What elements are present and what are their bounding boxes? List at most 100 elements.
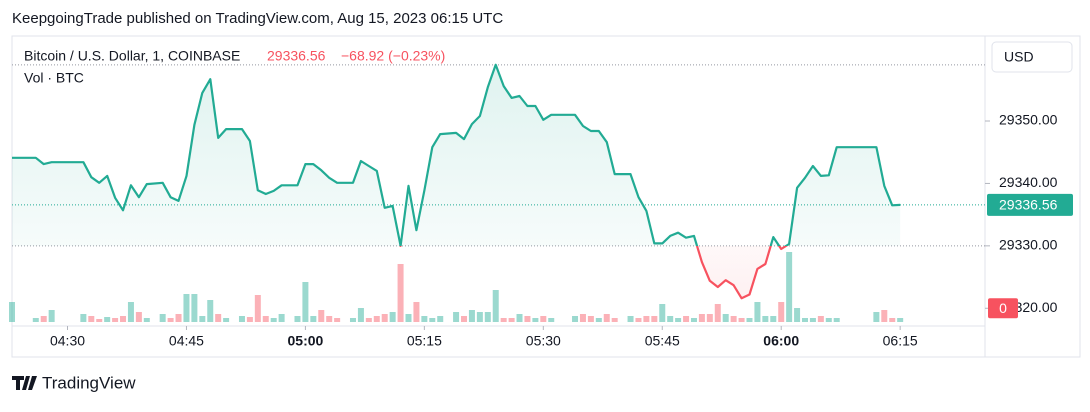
last-price-box <box>987 193 1073 216</box>
volume-bar <box>349 318 356 322</box>
volume-bar <box>120 316 127 322</box>
volume-bar <box>833 318 840 322</box>
volume-bar <box>167 318 174 322</box>
volume-bar <box>175 314 182 322</box>
volume-bar <box>690 318 697 322</box>
volume-bar <box>112 318 119 322</box>
volume-bar <box>548 318 555 322</box>
volume-bar <box>603 314 610 322</box>
volume-bar <box>706 314 713 322</box>
x-tick-label: 05:00 <box>288 333 324 349</box>
volume-bar <box>698 314 705 322</box>
volume-bar <box>310 316 317 322</box>
x-tick-label: 04:45 <box>169 333 204 349</box>
volume-bar <box>889 318 896 322</box>
volume-bar <box>492 290 499 322</box>
volume-bar <box>421 316 428 322</box>
volume-bar <box>48 310 55 322</box>
volume-bar <box>397 264 404 322</box>
volume-bar <box>326 316 333 322</box>
volume-bar <box>683 316 690 322</box>
volume-bar <box>595 318 602 322</box>
currency-label: USD <box>1004 49 1034 65</box>
volume-bar <box>215 314 222 322</box>
x-tick-label: 05:30 <box>526 333 561 349</box>
volume-bar <box>127 302 134 322</box>
volume-bar <box>270 318 277 322</box>
logo-icon <box>12 376 37 390</box>
logo: TradingView <box>12 373 136 392</box>
volume-bar <box>9 302 15 322</box>
volume-bar <box>802 318 808 322</box>
volume-bar <box>611 318 618 322</box>
volume-bar <box>714 304 721 322</box>
volume-bar <box>794 308 801 322</box>
volume-bar <box>246 317 253 322</box>
volume-bar <box>453 312 460 322</box>
countdown-label: 0 <box>999 300 1007 316</box>
volume-bar <box>135 312 142 322</box>
volume-bar <box>302 282 309 322</box>
volume-bar <box>159 314 166 322</box>
volume-bar <box>183 294 190 322</box>
y-tick-label: 29350.00 <box>999 112 1058 128</box>
volume-bar <box>373 316 380 322</box>
volume-bar <box>500 318 507 322</box>
logo-text: TradingView <box>42 373 136 392</box>
volume-bar <box>413 302 420 322</box>
volume-bar <box>873 312 880 322</box>
volume-bar <box>667 316 674 322</box>
volume-bar <box>532 318 539 322</box>
x-tick-label: 05:15 <box>407 333 442 349</box>
volume-bar <box>32 318 39 322</box>
volume-bar <box>627 316 634 322</box>
volume-bar <box>437 316 444 322</box>
volume-bar <box>778 302 785 322</box>
volume-bar <box>508 318 515 322</box>
volume-bar <box>635 318 642 322</box>
volume-bar <box>429 318 436 322</box>
volume-bar <box>881 310 888 322</box>
volume-bar <box>754 302 761 322</box>
volume-bar <box>278 314 285 322</box>
volume-bar <box>96 319 103 322</box>
currency-button[interactable] <box>991 41 1073 73</box>
volume-bar <box>238 316 245 322</box>
volume-bar <box>405 314 412 322</box>
last-price-text: 29336.56 <box>267 48 326 64</box>
volume-bar <box>389 312 396 322</box>
volume-bar <box>587 316 594 322</box>
x-tick-label: 06:15 <box>883 333 918 349</box>
volume-bar <box>746 318 753 322</box>
volume-bar <box>675 318 682 322</box>
volume-bar <box>786 252 793 322</box>
countdown-box <box>988 298 1018 319</box>
volume-bar <box>207 300 214 322</box>
volume-bar <box>579 314 586 322</box>
volume-bar <box>817 316 824 322</box>
volume-bar <box>143 318 150 322</box>
change-text: −68.92 (−0.23%) <box>341 48 445 64</box>
volume-bar <box>461 316 468 322</box>
volume-bar <box>104 317 111 322</box>
volume-bar <box>365 318 372 322</box>
volume-bar <box>730 316 737 322</box>
symbol-title: Bitcoin / U.S. Dollar, 1, COINBASE <box>24 48 240 64</box>
attribution: KeepgoingTrade published on TradingView.… <box>12 10 503 27</box>
volume-bar <box>540 316 547 322</box>
volume-bar <box>381 314 388 322</box>
volume-bar <box>223 318 230 322</box>
volume-bar <box>357 308 364 322</box>
volume-bar <box>524 316 531 322</box>
volume-bar <box>191 294 198 322</box>
volume-bar <box>88 316 95 322</box>
volume-title: Vol · BTC <box>24 70 84 86</box>
volume-bar <box>484 312 491 322</box>
volume-bar <box>762 316 769 322</box>
volume-bar <box>334 318 341 322</box>
volume-bar <box>643 316 650 322</box>
y-tick-label: 29330.00 <box>999 237 1058 253</box>
volume-bar <box>809 318 816 322</box>
volume-bar <box>825 318 832 322</box>
